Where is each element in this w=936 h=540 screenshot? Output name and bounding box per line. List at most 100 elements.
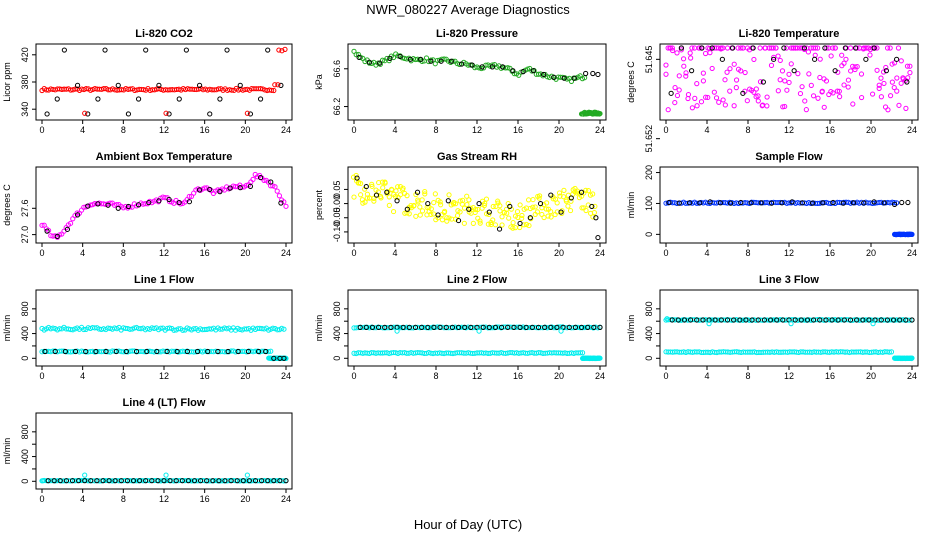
- data-point: [496, 226, 503, 232]
- data-point: [874, 45, 880, 51]
- data-point: [703, 94, 709, 100]
- data-point: [674, 50, 680, 56]
- data-point: [394, 198, 400, 204]
- y-axis-label: percent: [314, 189, 324, 220]
- data-point: [395, 53, 401, 59]
- data-point: [722, 77, 728, 83]
- y-tick-label: 380: [20, 74, 30, 89]
- x-tick-label: 24: [907, 371, 917, 381]
- data-point: [751, 89, 757, 95]
- data-point: [185, 478, 191, 484]
- data-point: [817, 56, 823, 62]
- data-point: [733, 77, 740, 83]
- data-point: [678, 45, 684, 51]
- data-point: [466, 206, 472, 212]
- data-point: [548, 209, 554, 215]
- data-point: [180, 327, 186, 333]
- data-point: [819, 88, 825, 94]
- data-point: [577, 350, 583, 356]
- data-point: [519, 215, 525, 221]
- data-point: [733, 85, 739, 91]
- data-point: [151, 87, 158, 93]
- x-tick-label: 4: [80, 494, 85, 504]
- data-point: [378, 195, 384, 201]
- data-point: [144, 348, 150, 355]
- data-point: [363, 324, 369, 330]
- data-point: [457, 209, 463, 215]
- data-point: [716, 99, 722, 105]
- panel-title: Line 3 Flow: [759, 274, 819, 286]
- data-point: [44, 111, 50, 117]
- data-point: [62, 348, 68, 355]
- data-point: [812, 45, 819, 51]
- data-point: [191, 326, 197, 332]
- x-tick-label: 24: [907, 248, 917, 258]
- x-tick-label: 24: [907, 125, 917, 135]
- data-point: [788, 61, 794, 67]
- data-point: [85, 203, 91, 209]
- data-point: [777, 77, 783, 83]
- data-point: [688, 317, 694, 323]
- y-axis-label: ml/min: [2, 438, 12, 465]
- x-tick-label: 20: [554, 371, 564, 381]
- data-point: [161, 478, 167, 484]
- data-point: [245, 348, 251, 355]
- data-point: [847, 317, 854, 323]
- data-point: [210, 478, 216, 484]
- data-point: [413, 213, 419, 219]
- data-point: [718, 45, 724, 51]
- data-point: [511, 324, 517, 330]
- data-point: [579, 350, 586, 356]
- data-point: [724, 317, 731, 323]
- data-point: [419, 324, 425, 330]
- data-point: [113, 348, 119, 355]
- data-point: [438, 58, 444, 64]
- data-point: [867, 52, 873, 58]
- data-point: [802, 98, 808, 104]
- data-point: [803, 107, 809, 113]
- data-point: [709, 45, 715, 51]
- data-point: [449, 324, 455, 330]
- data-point: [268, 348, 274, 354]
- y-tick-label: 800: [644, 301, 654, 316]
- data-point: [406, 211, 412, 217]
- data-point: [388, 324, 394, 330]
- data-point: [386, 58, 392, 64]
- data-point: [397, 53, 403, 60]
- data-point: [283, 355, 289, 362]
- data-point: [672, 99, 678, 106]
- data-point: [891, 200, 898, 206]
- data-point: [891, 201, 898, 207]
- data-point: [863, 45, 869, 51]
- data-point: [789, 199, 795, 205]
- data-point: [874, 67, 880, 73]
- data-point: [823, 78, 830, 84]
- x-tick-label: 16: [513, 248, 523, 258]
- data-point: [858, 71, 865, 77]
- data-point: [510, 220, 516, 226]
- data-point: [554, 200, 560, 206]
- data-point: [830, 45, 836, 51]
- data-point: [103, 201, 109, 207]
- data-point: [548, 324, 554, 330]
- data-point: [556, 190, 563, 196]
- x-tick-label: 20: [866, 248, 876, 258]
- data-point: [202, 185, 208, 191]
- data-point: [166, 111, 172, 117]
- data-point: [64, 226, 71, 232]
- data-point: [720, 97, 726, 103]
- data-point: [534, 209, 541, 215]
- data-point: [905, 199, 911, 206]
- data-point: [486, 324, 492, 330]
- x-tick-label: 8: [433, 125, 438, 135]
- data-point: [125, 203, 132, 210]
- data-point: [887, 45, 893, 51]
- data-point: [854, 63, 860, 70]
- x-tick-label: 0: [39, 125, 44, 135]
- x-tick-label: 12: [472, 248, 482, 258]
- data-point: [252, 478, 259, 484]
- data-point: [517, 202, 523, 208]
- data-point: [815, 45, 821, 51]
- data-point: [526, 222, 532, 229]
